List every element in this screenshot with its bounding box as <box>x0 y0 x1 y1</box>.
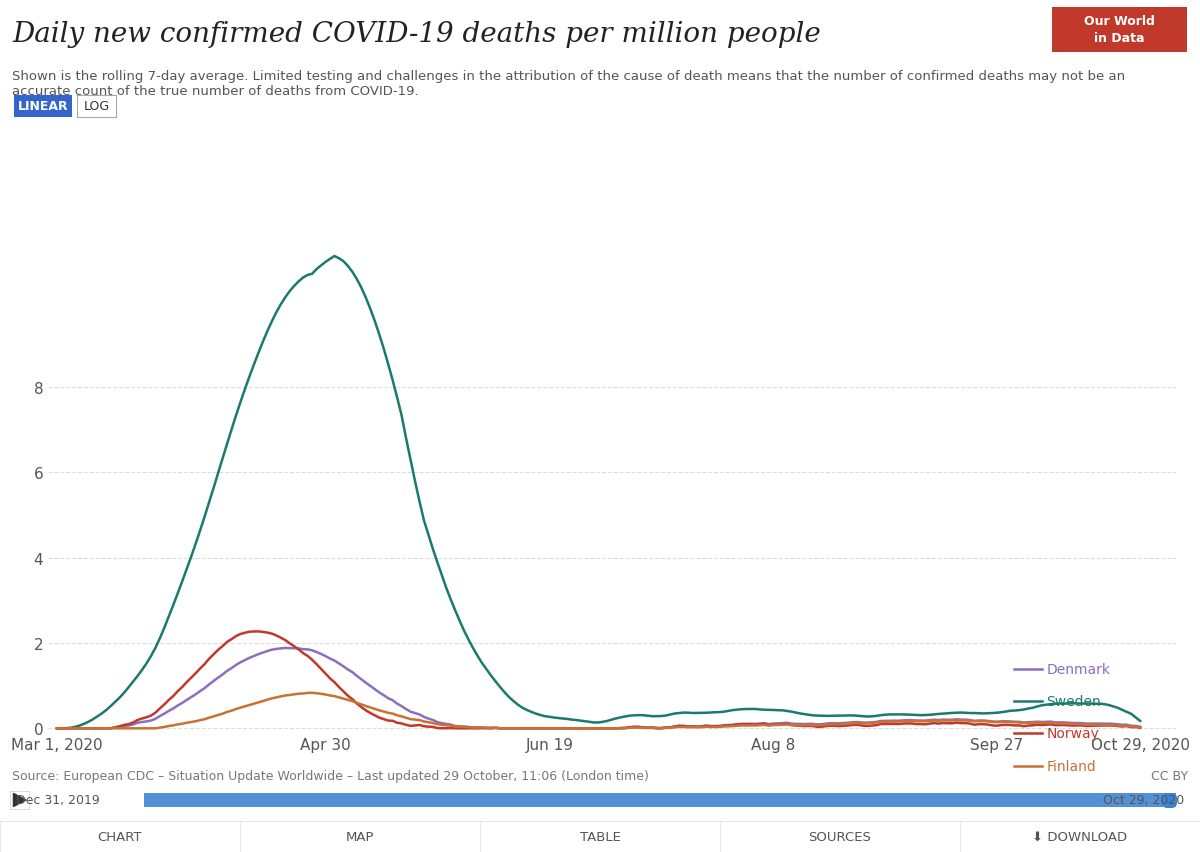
Text: Norway: Norway <box>1046 727 1099 740</box>
Text: Denmark: Denmark <box>1046 662 1110 676</box>
Text: Source: European CDC – Situation Update Worldwide – Last updated 29 October, 11:: Source: European CDC – Situation Update … <box>12 769 649 782</box>
Text: Shown is the rolling 7-day average. Limited testing and challenges in the attrib: Shown is the rolling 7-day average. Limi… <box>12 70 1126 98</box>
Text: LINEAR: LINEAR <box>18 100 68 113</box>
Text: Finland: Finland <box>1046 759 1096 773</box>
Text: Dec 31, 2019: Dec 31, 2019 <box>16 793 100 807</box>
Text: Sweden: Sweden <box>1046 694 1102 708</box>
Text: MAP: MAP <box>346 830 374 843</box>
Text: CC BY: CC BY <box>1151 769 1188 782</box>
Text: CHART: CHART <box>97 830 143 843</box>
Text: TABLE: TABLE <box>580 830 620 843</box>
Text: Our World
in Data: Our World in Data <box>1084 15 1156 45</box>
Text: SOURCES: SOURCES <box>809 830 871 843</box>
Text: LOG: LOG <box>84 100 109 113</box>
Text: Oct 29, 2020: Oct 29, 2020 <box>1103 793 1184 807</box>
Text: ⬇ DOWNLOAD: ⬇ DOWNLOAD <box>1032 830 1128 843</box>
Text: Daily new confirmed COVID-19 deaths per million people: Daily new confirmed COVID-19 deaths per … <box>12 21 821 49</box>
Polygon shape <box>13 793 26 807</box>
